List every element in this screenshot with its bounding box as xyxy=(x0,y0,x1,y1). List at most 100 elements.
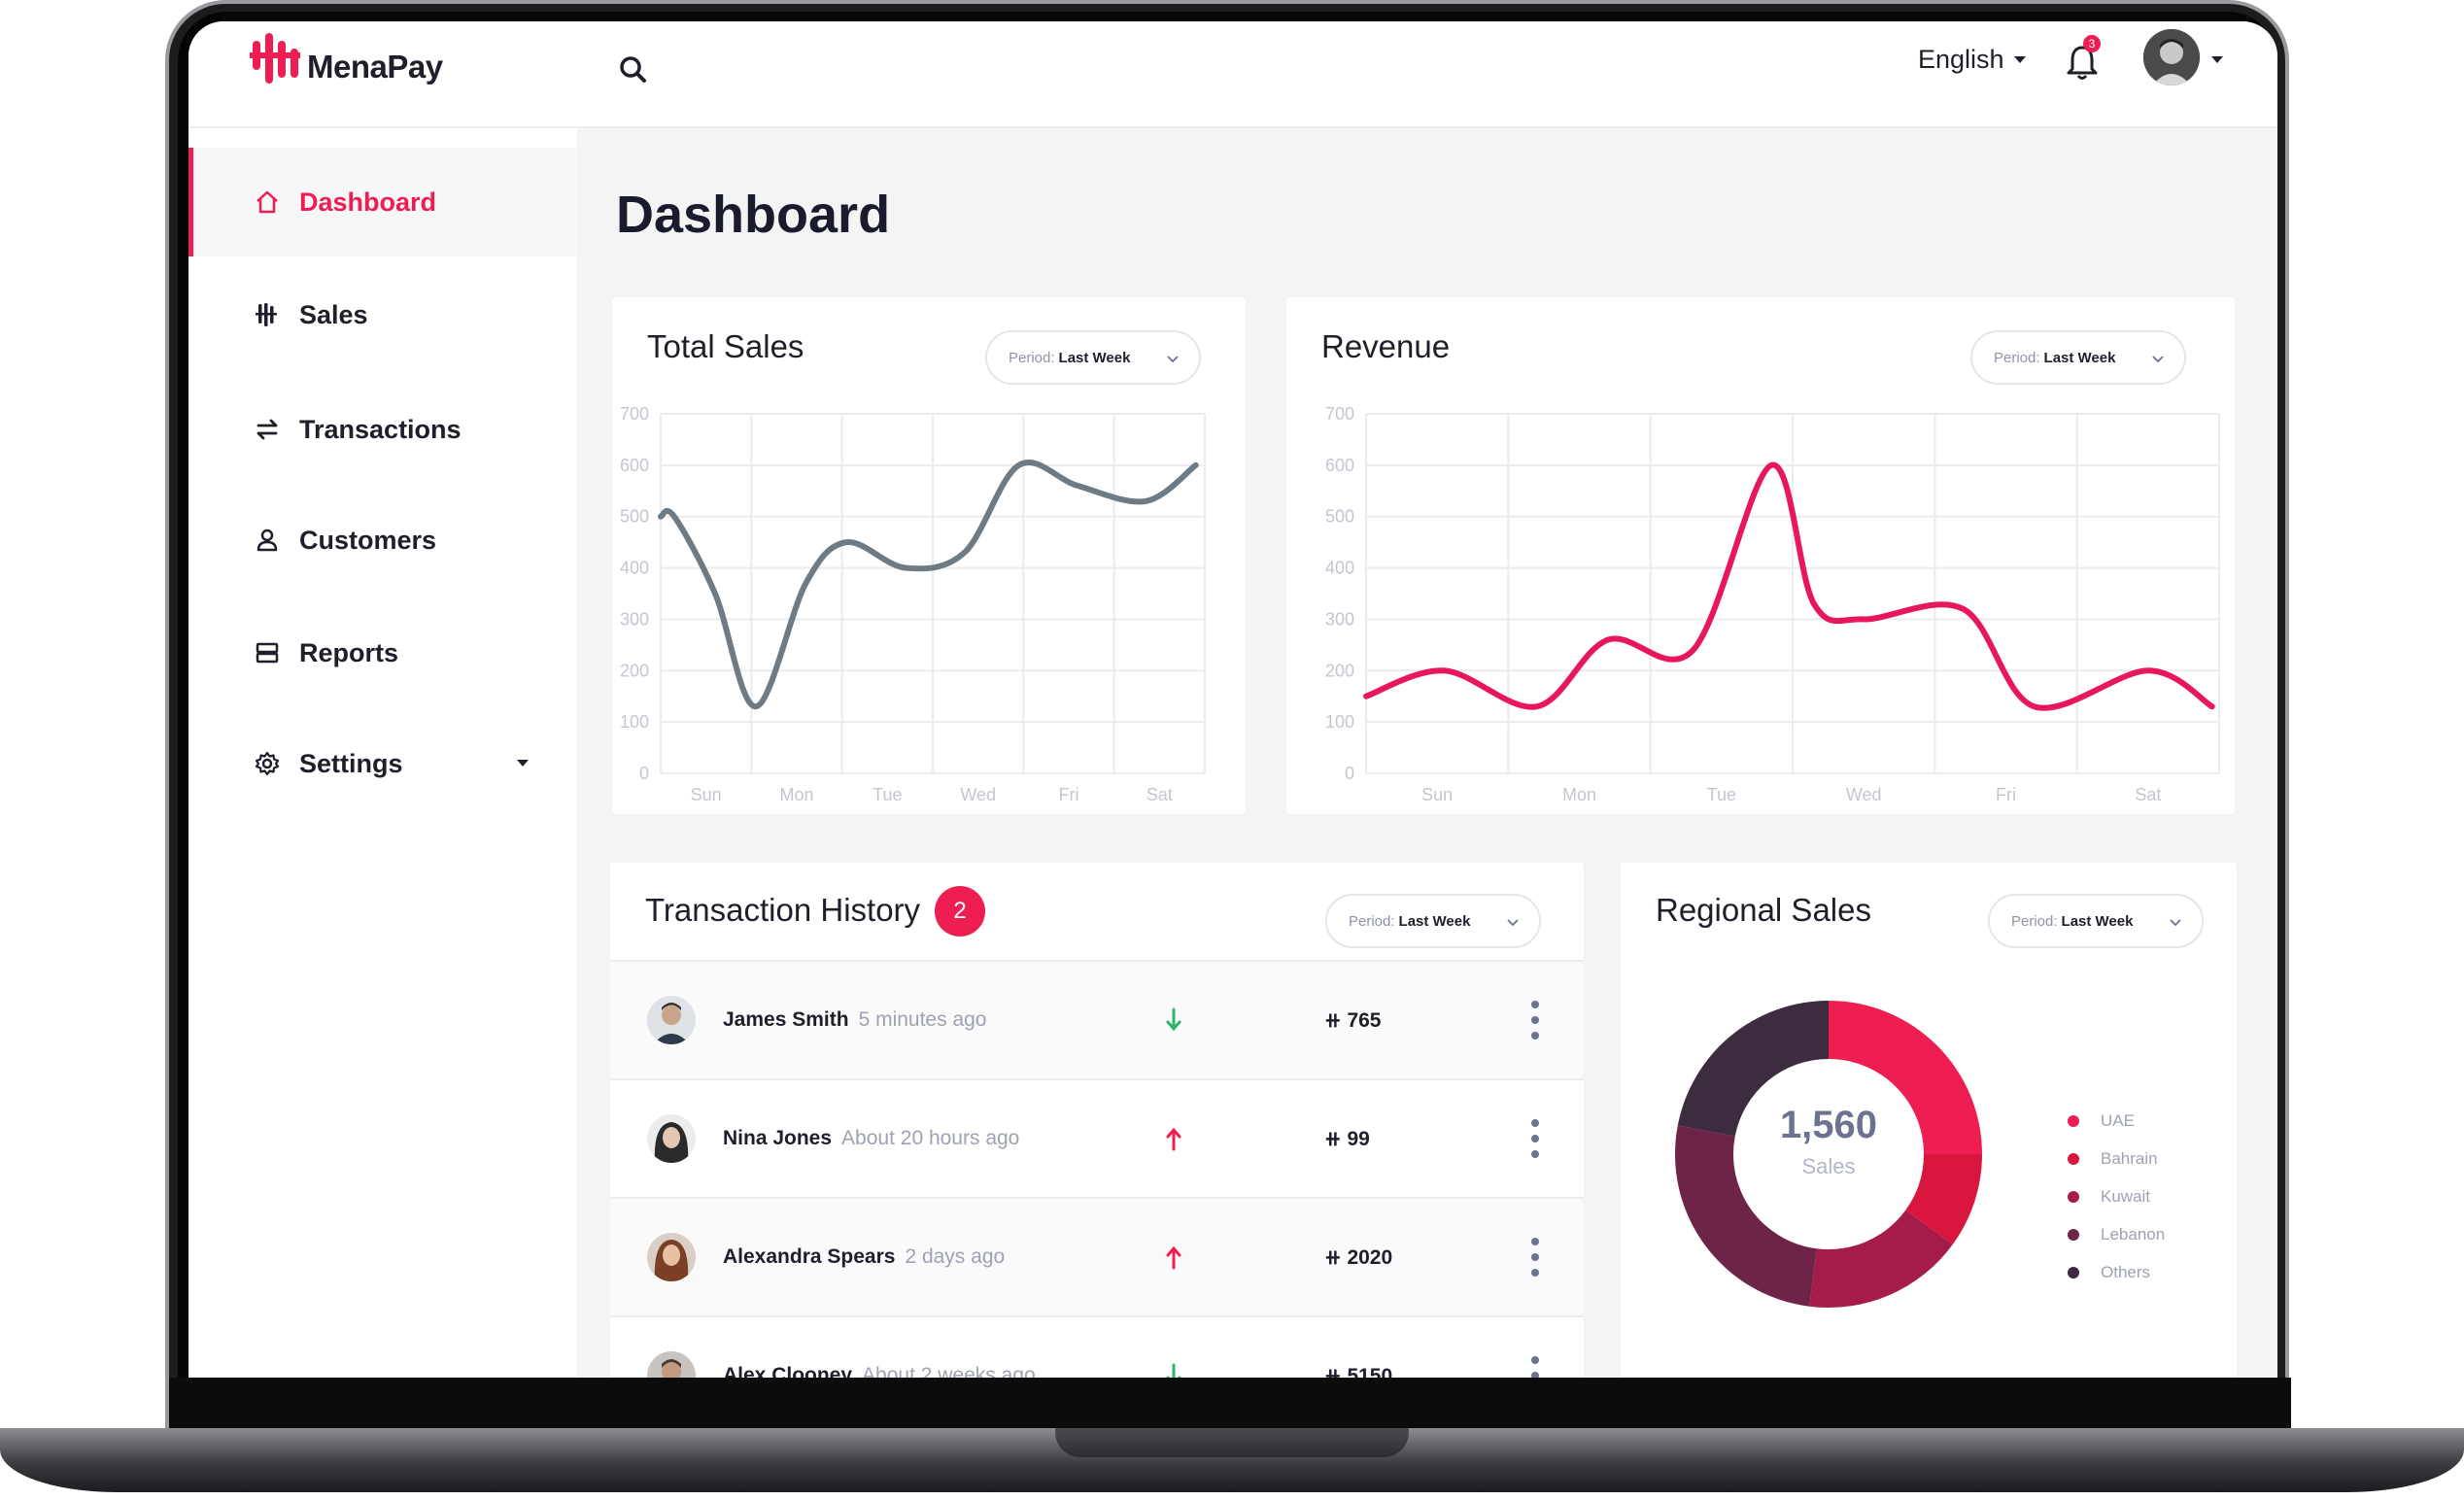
y-tick-label: 200 xyxy=(1325,661,1354,680)
sidebar-item-label: Transactions xyxy=(299,414,462,444)
y-tick-label: 0 xyxy=(1345,764,1354,783)
sidebar-item-reports[interactable]: Reports xyxy=(188,598,577,707)
legend-item: Kuwait xyxy=(2068,1187,2150,1207)
period-prefix: Period: xyxy=(1994,349,2040,366)
menapay-logo-icon xyxy=(250,33,300,84)
sidebar-item-label: Settings xyxy=(299,748,403,778)
legend-item: UAE xyxy=(2068,1111,2135,1131)
table-row[interactable]: James Smith 5 minutes ago ⧺ 765 xyxy=(610,960,1584,1078)
sidebar-item-transactions[interactable]: Transactions xyxy=(188,375,577,484)
legend-swatch xyxy=(2068,1267,2079,1278)
arrow-down-icon xyxy=(1166,1007,1181,1032)
transaction-time: About 2 weeks ago xyxy=(862,1364,1036,1378)
avatar xyxy=(647,996,696,1044)
language-select[interactable]: English xyxy=(1918,45,2026,75)
y-tick-label: 600 xyxy=(1325,456,1354,475)
more-vertical-icon[interactable] xyxy=(1529,1117,1541,1160)
y-tick-label: 100 xyxy=(620,712,649,732)
legend-label: UAE xyxy=(2101,1111,2135,1130)
customer-name: Alex Clooney xyxy=(723,1364,853,1378)
donut-slice[interactable] xyxy=(1809,1210,1953,1308)
legend-label: Bahrain xyxy=(2101,1149,2158,1168)
donut-slice[interactable] xyxy=(1677,1001,1829,1137)
more-vertical-icon[interactable] xyxy=(1529,1354,1541,1378)
donut-total: 1,560 xyxy=(1779,1104,1878,1146)
y-tick-label: 200 xyxy=(620,661,649,680)
legend-label: Others xyxy=(2101,1263,2151,1281)
legend-item: Others xyxy=(2068,1263,2150,1282)
regional-sales-card: Regional Sales Period: Last Week 1,560 S… xyxy=(1621,863,2237,1378)
sidebar-item-customers[interactable]: Customers xyxy=(188,486,577,595)
amount-value: 2020 xyxy=(1347,1245,1393,1269)
x-tick-label: Mon xyxy=(779,785,813,804)
donut-slice[interactable] xyxy=(1905,1154,1982,1244)
amount-value: 5150 xyxy=(1347,1364,1393,1379)
home-icon xyxy=(257,190,278,214)
x-tick-label: Sun xyxy=(691,785,722,804)
transfer-icon xyxy=(257,419,278,440)
search-icon[interactable] xyxy=(614,51,653,89)
customer-name: Alexandra Spears xyxy=(723,1245,896,1268)
card-title: Transaction History xyxy=(645,892,921,928)
more-vertical-icon[interactable] xyxy=(1529,999,1541,1041)
x-tick-label: Tue xyxy=(1707,785,1736,804)
customer-name: James Smith xyxy=(723,1008,849,1031)
x-tick-label: Wed xyxy=(1846,785,1882,804)
table-row[interactable]: Nina Jones About 20 hours ago ⧺ 99 xyxy=(610,1078,1584,1197)
period-prefix: Period: xyxy=(1009,349,1055,366)
sidebar-item-dashboard[interactable]: Dashboard xyxy=(188,148,577,256)
avatar xyxy=(647,1351,696,1378)
y-tick-label: 300 xyxy=(1325,609,1354,629)
period-prefix: Period: xyxy=(1349,912,1395,930)
period-dropdown[interactable]: Period: Last Week xyxy=(1325,894,1541,948)
user-avatar[interactable] xyxy=(2143,29,2200,85)
period-value: Last Week xyxy=(1398,912,1471,930)
legend-item: Bahrain xyxy=(2068,1149,2158,1169)
period-dropdown[interactable]: Period: Last Week xyxy=(1988,894,2204,948)
sidebar-item-label: Customers xyxy=(299,525,437,555)
y-tick-label: 100 xyxy=(1325,712,1354,732)
total-sales-card: Total Sales Period: Last Week 0 100 200 300… xyxy=(612,297,1246,814)
donut-slice[interactable] xyxy=(1675,1125,1817,1307)
avatar xyxy=(647,1233,696,1281)
legend-label: Kuwait xyxy=(2101,1187,2151,1206)
y-tick-label: 700 xyxy=(1325,404,1354,424)
notification-badge: 3 xyxy=(2083,35,2101,52)
x-tick-label: Sat xyxy=(1146,785,1173,804)
logo[interactable]: MenaPay xyxy=(247,27,443,91)
y-tick-label: 400 xyxy=(1325,559,1354,578)
currency-icon: ⧺ xyxy=(1324,1127,1348,1150)
chevron-down-icon xyxy=(1167,356,1179,363)
arrow-up-icon xyxy=(1166,1245,1181,1270)
avatar xyxy=(647,1114,696,1163)
transaction-party: James Smith 5 minutes ago xyxy=(723,1008,986,1032)
currency-icon: ⧺ xyxy=(1324,1364,1348,1379)
laptop-notch xyxy=(1055,1428,1409,1457)
user-photo-icon xyxy=(2143,29,2200,85)
donut-slice[interactable] xyxy=(1829,1001,1982,1154)
amount-value: 99 xyxy=(1347,1127,1370,1150)
card-title: Total Sales xyxy=(647,328,804,364)
chevron-down-icon xyxy=(2152,356,2164,363)
chevron-down-icon xyxy=(2170,919,2181,927)
sidebar-item-sales[interactable]: Sales xyxy=(188,260,577,369)
sidebar-item-label: Sales xyxy=(299,299,368,329)
more-vertical-icon[interactable] xyxy=(1529,1236,1541,1278)
transaction-count-badge: 2 xyxy=(935,886,985,937)
y-tick-label: 0 xyxy=(639,764,649,783)
legend-swatch xyxy=(2068,1191,2079,1203)
y-tick-label: 600 xyxy=(620,456,649,475)
y-tick-label: 300 xyxy=(620,609,649,629)
chevron-down-icon xyxy=(517,760,529,767)
sidebar-item-settings[interactable]: Settings xyxy=(188,709,577,818)
table-row[interactable]: Alex Clooney About 2 weeks ago ⧺ 5150 xyxy=(610,1315,1584,1378)
sidebar-item-label: Reports xyxy=(299,637,399,667)
period-dropdown[interactable]: Period: Last Week xyxy=(985,330,1201,385)
account-menu-chevron-icon[interactable] xyxy=(2211,56,2223,63)
y-tick-label: 500 xyxy=(620,507,649,527)
table-row[interactable]: Alexandra Spears 2 days ago ⧺ 2020 xyxy=(610,1197,1584,1315)
arrow-up-icon xyxy=(1166,1127,1181,1151)
x-tick-label: Sun xyxy=(1421,785,1453,804)
period-dropdown[interactable]: Period: Last Week xyxy=(1970,330,2186,385)
main-content: Dashboard Total Sales Period: Last Week … xyxy=(577,128,2277,1378)
